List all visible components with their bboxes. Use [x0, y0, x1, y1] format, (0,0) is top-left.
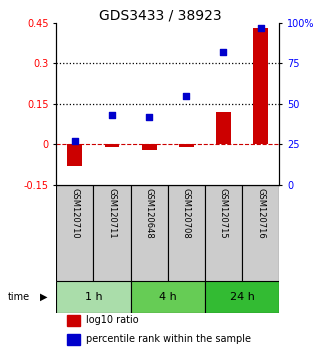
Bar	[142, 144, 157, 150]
Point	[72, 138, 77, 144]
Bar	[131, 281, 205, 313]
Text: percentile rank within the sample: percentile rank within the sample	[86, 335, 251, 344]
Bar	[105, 144, 119, 147]
Text: GSM120711: GSM120711	[108, 188, 117, 239]
Bar	[67, 144, 82, 166]
Point	[184, 93, 189, 99]
Bar	[242, 185, 279, 281]
Point	[147, 114, 152, 120]
Bar	[67, 315, 80, 326]
Bar	[205, 185, 242, 281]
Bar	[131, 185, 168, 281]
Text: GSM120710: GSM120710	[70, 188, 79, 239]
Bar	[56, 281, 131, 313]
Text: GDS3433 / 38923: GDS3433 / 38923	[99, 9, 222, 23]
Text: 24 h: 24 h	[230, 292, 255, 302]
Text: log10 ratio: log10 ratio	[86, 315, 139, 325]
Text: ▶: ▶	[39, 292, 47, 302]
Point	[221, 49, 226, 55]
Bar	[205, 281, 279, 313]
Bar	[216, 112, 231, 144]
Bar	[93, 185, 131, 281]
Bar	[67, 334, 80, 345]
Point	[258, 25, 263, 31]
Point	[109, 113, 115, 118]
Text: GSM120648: GSM120648	[145, 188, 154, 239]
Bar	[179, 144, 194, 147]
Bar	[56, 185, 93, 281]
Text: GSM120708: GSM120708	[182, 188, 191, 239]
Text: GSM120715: GSM120715	[219, 188, 228, 239]
Bar	[168, 185, 205, 281]
Text: 4 h: 4 h	[159, 292, 177, 302]
Text: 1 h: 1 h	[84, 292, 102, 302]
Text: GSM120716: GSM120716	[256, 188, 265, 239]
Bar	[253, 28, 268, 144]
Text: time: time	[8, 292, 30, 302]
